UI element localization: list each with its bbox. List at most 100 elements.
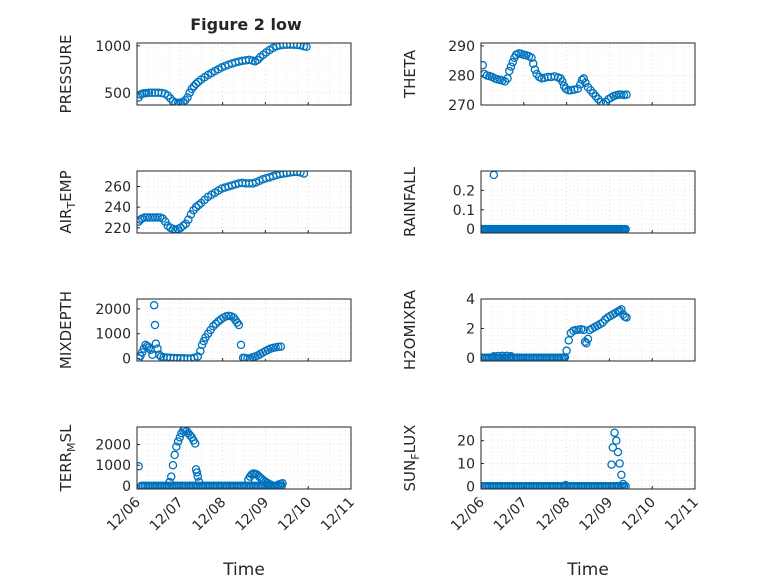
figure-title: Figure 2 low [190,15,302,34]
data-point [612,436,621,445]
axes-box [480,298,696,362]
y-tick-label: 0 [466,351,475,367]
data-point [596,97,606,105]
axes-pressure: 500 1000 PRESSURE [57,35,352,113]
y-axis-label: AIRTEMP [57,170,78,233]
data-point [621,482,630,489]
y-tick-label: 280 [448,68,475,84]
data-point [573,84,582,94]
data-point [276,342,286,351]
data-point [170,450,179,460]
data-point [481,60,487,70]
data-point [234,320,244,330]
data-point [192,468,202,477]
data-point [581,78,590,88]
axes-theta: 270 280 290 THETA [401,39,696,114]
data-point [175,433,185,442]
data-point [151,339,161,348]
data-point [528,59,538,68]
plot-area [481,299,695,361]
data-point [178,97,188,105]
plot-area [137,171,351,233]
axes-box [136,426,352,490]
data-point [144,343,154,352]
plot-area [137,43,351,105]
data-point [191,202,201,212]
data-point [189,81,199,91]
axes-terr-msl: 12/06 12/07 12/08 12/09 12/10 12/11010002000T… [57,424,358,580]
y-axis-label: SUNFLUX [401,425,422,492]
data-point [607,460,616,469]
data-point [617,305,626,314]
data-point [191,79,201,89]
plot-area [137,299,351,361]
data-point [236,340,246,350]
y-tick-label: 0.1 [453,203,475,219]
plot-area [481,43,695,105]
data-point [147,88,157,98]
data-point [155,350,164,360]
series-mixdepth [137,300,286,361]
y-tick-label: 1000 [95,327,131,343]
data-point [166,94,175,103]
data-point [570,85,579,94]
data-point [154,88,163,98]
data-point [615,459,624,468]
y-tick-label: 0 [122,352,131,368]
data-point [160,217,170,226]
series-h2omixra [481,305,631,361]
y-tick-label: 270 [448,98,475,114]
data-point [163,91,173,100]
y-tick-label: 2000 [95,438,131,454]
y-tick-label: 0 [466,479,475,495]
axes-air-temp: 220 240 260 AIRTEMP [57,170,352,237]
data-point [296,43,305,50]
y-axis-label: H2OMIXRA [401,289,419,370]
y-tick-label: 290 [448,39,475,55]
data-point [617,470,626,480]
y-tick-label: 1000 [95,458,131,474]
data-point [504,66,514,76]
data-point [186,210,196,219]
data-point [194,200,203,210]
data-point [508,57,517,67]
axes-box [480,426,696,490]
data-point [211,319,220,329]
data-point [149,300,159,310]
y-tick-label: 0 [466,222,475,238]
axes-box [480,170,696,234]
data-point [153,213,162,222]
y-axis-label: TERRMSL [57,424,78,493]
data-point [622,313,631,322]
y-axis-label: THETA [401,49,419,99]
data-point [613,447,623,457]
y-tick-label: 0.2 [453,183,475,199]
data-point [190,439,200,448]
data-point [172,442,181,451]
y-tick-label: 500 [104,86,131,102]
data-point [193,472,203,481]
data-point [506,62,516,71]
axes-box [136,42,352,106]
y-tick-label: 220 [104,221,131,237]
data-point [564,85,573,95]
data-point [530,65,540,74]
data-point [583,334,593,344]
data-point [150,320,160,330]
data-point [579,325,588,335]
data-point [137,462,143,471]
y-tick-label: 1000 [95,39,131,55]
data-point [564,336,573,345]
y-axis-label: MIXDEPTH [57,291,75,369]
data-point [168,460,178,470]
data-point [527,53,536,63]
axes-box [136,170,352,234]
data-point [608,443,618,452]
data-point [253,55,262,65]
y-tick-label: 260 [104,180,131,196]
axes-rainfall: 0 0.1 0.2 RAINFALL [401,166,696,238]
y-tick-label: 10 [457,456,475,472]
axes-mixdepth: 0 1000 2000 MIXDEPTH [57,291,352,369]
data-point [562,346,571,355]
